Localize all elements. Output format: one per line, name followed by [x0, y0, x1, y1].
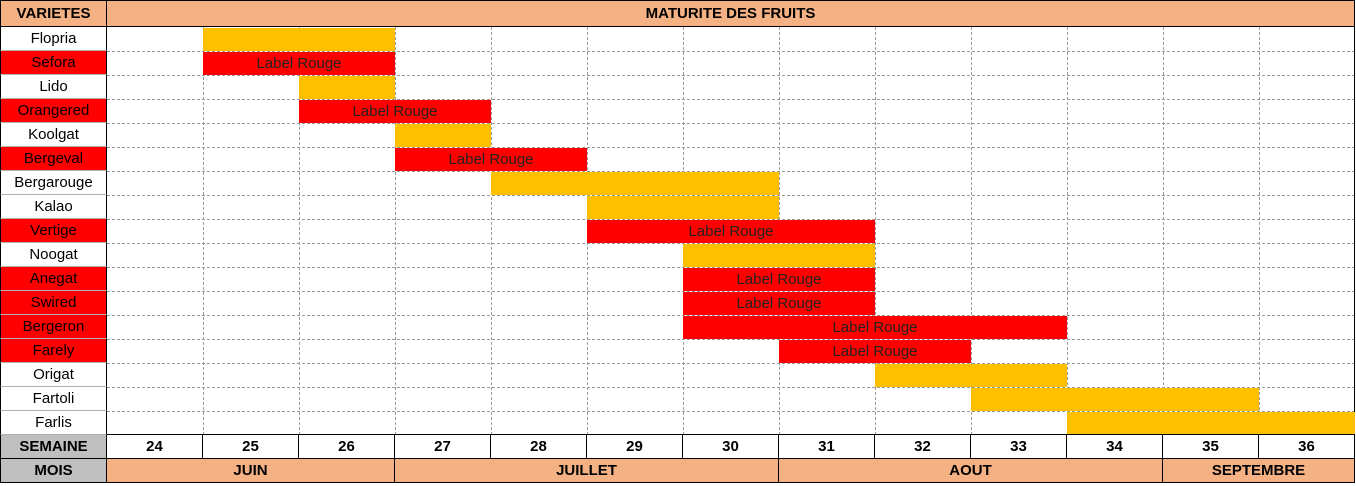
- month-label: JUILLET: [394, 458, 779, 483]
- maturity-bar: [1067, 412, 1355, 435]
- week-number: 26: [299, 434, 395, 459]
- variety-name: Koolgat: [0, 123, 107, 147]
- week-number: 28: [491, 434, 587, 459]
- variety-name: Fartoli: [0, 387, 107, 411]
- chart-title: MATURITE DES FRUITS: [106, 0, 1355, 27]
- grid-hline: [107, 411, 1355, 412]
- grid-hline: [107, 195, 1355, 196]
- grid-hline: [107, 147, 1355, 148]
- grid-vline: [491, 27, 492, 435]
- grid-vline: [395, 27, 396, 435]
- variety-name: Origat: [0, 363, 107, 387]
- month-label: AOUT: [778, 458, 1163, 483]
- grid-hline: [107, 171, 1355, 172]
- variety-name: Kalao: [0, 195, 107, 219]
- week-number: 30: [683, 434, 779, 459]
- grid-hline: [107, 243, 1355, 244]
- maturity-bar: [971, 388, 1259, 411]
- bar-label: Label Rouge: [736, 295, 822, 312]
- label-rouge-bar: [683, 316, 1067, 339]
- label-rouge-bar: [779, 340, 971, 363]
- variety-name: Lido: [0, 75, 107, 99]
- grid-hline: [107, 363, 1355, 364]
- semaine-label: SEMAINE: [0, 434, 107, 459]
- week-number: 35: [1163, 434, 1259, 459]
- maturity-bar: [299, 76, 395, 99]
- grid-hline: [107, 75, 1355, 76]
- variety-name: Noogat: [0, 243, 107, 267]
- grid-vline: [1163, 27, 1164, 435]
- maturity-bar: [491, 172, 779, 195]
- variety-name: Orangered: [0, 99, 107, 123]
- variety-name: Bergarouge: [0, 171, 107, 195]
- grid-right-border: [1354, 27, 1355, 435]
- week-number: 25: [203, 434, 299, 459]
- maturity-bar: [875, 364, 1067, 387]
- label-rouge-bar: [299, 100, 491, 123]
- grid-hline: [107, 339, 1355, 340]
- bar-label: Label Rouge: [352, 103, 438, 120]
- grid-hline: [107, 123, 1355, 124]
- grid-vline: [971, 27, 972, 435]
- maturity-bar: [395, 124, 491, 147]
- bar-label: Label Rouge: [256, 55, 342, 72]
- maturity-bar: [587, 196, 779, 219]
- grid-hline: [107, 315, 1355, 316]
- label-rouge-bar: [683, 292, 875, 315]
- bar-label: Label Rouge: [736, 271, 822, 288]
- bar-label: Label Rouge: [448, 151, 534, 168]
- week-number: 36: [1259, 434, 1355, 459]
- week-number: 24: [107, 434, 203, 459]
- variety-name: Anegat: [0, 267, 107, 291]
- grid-vline: [1067, 27, 1068, 435]
- variety-name: Vertige: [0, 219, 107, 243]
- bar-label: Label Rouge: [832, 343, 918, 360]
- label-rouge-bar: [587, 220, 875, 243]
- maturity-bar: [203, 28, 395, 51]
- grid-vline: [1259, 27, 1260, 435]
- grid-hline: [107, 219, 1355, 220]
- month-label: JUIN: [106, 458, 395, 483]
- variety-name: Bergeval: [0, 147, 107, 171]
- grid-hline: [107, 387, 1355, 388]
- grid-hline: [107, 51, 1355, 52]
- mois-label: MOIS: [0, 458, 107, 483]
- week-number: 34: [1067, 434, 1163, 459]
- grid-vline: [299, 27, 300, 435]
- variety-name: Flopria: [0, 27, 107, 51]
- variety-name: Sefora: [0, 51, 107, 75]
- week-number: 29: [587, 434, 683, 459]
- week-number: 27: [395, 434, 491, 459]
- variety-name: Farlis: [0, 411, 107, 435]
- label-rouge-bar: [395, 148, 587, 171]
- bar-label: Label Rouge: [688, 223, 774, 240]
- grid-vline: [203, 27, 204, 435]
- grid-hline: [107, 291, 1355, 292]
- grid-vline: [875, 27, 876, 435]
- grid-hline: [107, 267, 1355, 268]
- maturity-bar: [683, 244, 875, 267]
- varietes-header: VARIETES: [0, 0, 107, 27]
- variety-name: Swired: [0, 291, 107, 315]
- week-number: 31: [779, 434, 875, 459]
- variety-name: Bergeron: [0, 315, 107, 339]
- grid-hline: [107, 99, 1355, 100]
- week-number: 33: [971, 434, 1067, 459]
- week-number: 32: [875, 434, 971, 459]
- month-label: SEPTEMBRE: [1162, 458, 1355, 483]
- bar-label: Label Rouge: [832, 319, 918, 336]
- label-rouge-bar: [683, 268, 875, 291]
- variety-name: Farely: [0, 339, 107, 363]
- label-rouge-bar: [203, 52, 395, 75]
